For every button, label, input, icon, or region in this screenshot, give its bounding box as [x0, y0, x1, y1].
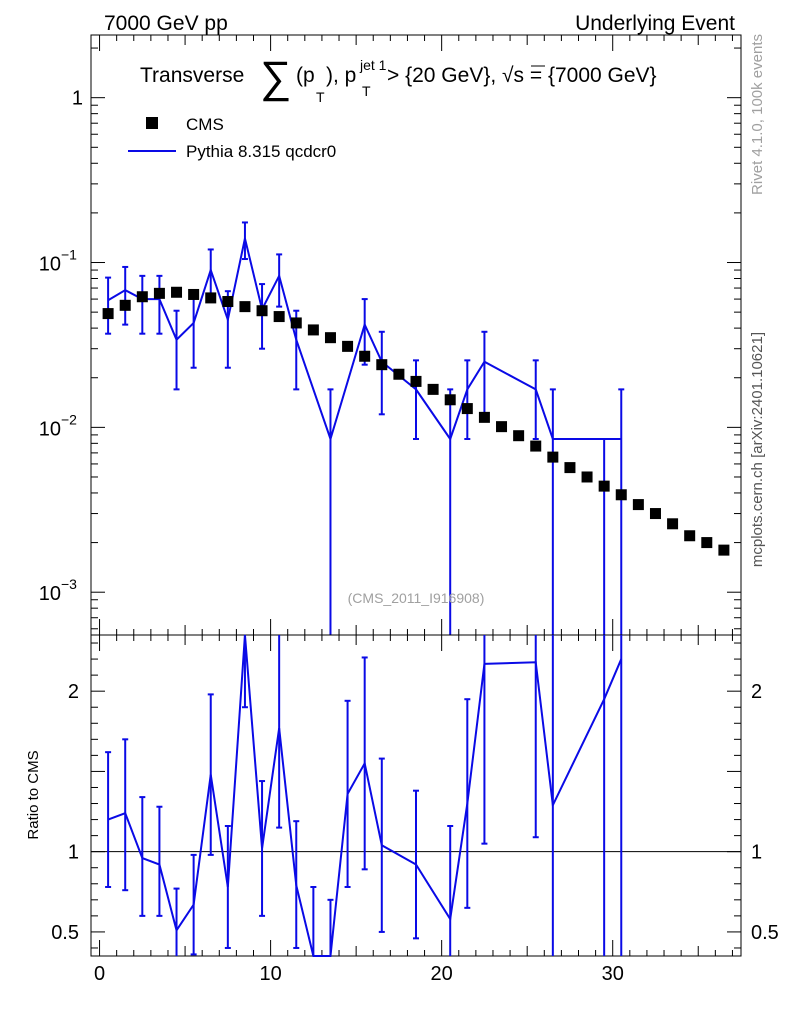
plot-title: Transverse [140, 64, 244, 87]
title-pre: Transverse [140, 64, 244, 87]
main-y-tick-label: 10 [39, 583, 61, 605]
cms-data-point [307, 324, 319, 336]
cms-data-point [564, 462, 576, 474]
cms-data-point [632, 499, 644, 511]
title-rest: > {20 GeV}, √s = {7000 GeV} [387, 64, 657, 87]
cms-data-point [136, 291, 148, 303]
title-paren-open: (p [296, 64, 315, 87]
cms-data-point [205, 292, 217, 304]
header-right: Underlying Event [575, 12, 735, 35]
x-tick-label: 30 [602, 963, 624, 985]
cms-data-point [496, 421, 508, 433]
ratio-y-tick-label-right: 1 [751, 842, 762, 864]
cms-data-point [102, 308, 114, 320]
cms-data-point [718, 544, 730, 556]
cms-data-point [684, 530, 696, 542]
cms-data-point [239, 301, 251, 313]
ratio-y-tick-label-left: 1 [68, 842, 79, 864]
cms-data-point [598, 480, 610, 492]
cms-data-point [649, 508, 661, 520]
cms-data-point [290, 317, 302, 329]
title-sub-T2: T [362, 83, 371, 99]
main-axis-ticks [91, 35, 741, 635]
cms-data-point [615, 489, 627, 501]
main-y-tick-exponent: −1 [61, 247, 77, 263]
cms-data-point [171, 286, 183, 298]
cms-data-point [119, 299, 131, 311]
ratio-y-tick-label-right: 2 [751, 681, 762, 703]
header-left: 7000 GeV pp [104, 12, 228, 35]
cms-data-point [273, 311, 285, 323]
cms-data-point [461, 403, 473, 415]
x-tick-label: 0 [94, 963, 105, 985]
ratio-y-label: Ratio to CMS [25, 750, 42, 839]
title-sup-jet: jet 1 [359, 57, 387, 73]
cms-data-point [513, 430, 525, 442]
cms-data-point [547, 451, 559, 463]
legend-data-marker [146, 117, 158, 129]
site-label: mcplots.cern.ch [arXiv:2401.10621] [749, 332, 766, 567]
x-tick-labels: 0 10 20 30 [94, 963, 624, 985]
cms-data-point [444, 394, 456, 406]
cms-data-point [188, 288, 200, 300]
ratio-y-tick-labels: 0.5 0.5 1 1 2 2 [51, 681, 779, 944]
title-paren-close: ), p [326, 64, 356, 87]
cms-data-point [376, 359, 388, 371]
cms-data-point [256, 305, 268, 317]
title-sum-symbol: ∑ [260, 53, 291, 102]
cms-data-point [581, 471, 593, 483]
x-tick-label: 10 [259, 963, 281, 985]
main-y-tick-label: 1 [72, 88, 83, 110]
cms-data-point [667, 518, 679, 530]
main-y-tick-exponent: −2 [61, 411, 77, 427]
cms-data-point [222, 296, 234, 308]
cms-data-point [478, 411, 490, 423]
cms-data-point [342, 340, 354, 352]
title-sub-T: T [316, 89, 325, 105]
cms-data-point [410, 375, 422, 387]
mc-series-main [105, 221, 625, 635]
cms-data-point [530, 440, 542, 452]
x-tick-label: 20 [431, 963, 453, 985]
ratio-y-tick-label-right: 0.5 [751, 922, 779, 944]
cms-data-point [153, 287, 165, 299]
cms-data-point [427, 383, 439, 395]
ratio-axis-ticks [91, 635, 741, 956]
cms-data-point [701, 537, 713, 549]
cms-data-point [393, 368, 405, 380]
analysis-id: (CMS_2011_I916908) [348, 590, 485, 606]
main-y-tick-label: 10 [39, 418, 61, 440]
legend-mc-label: Pythia 8.315 qcdcr0 [186, 142, 336, 161]
main-y-tick-labels: 110−110−210−3 [39, 88, 83, 606]
data-series-main [102, 286, 730, 556]
rivet-label: Rivet 4.1.0, 100k events [749, 34, 766, 195]
cms-data-point [359, 350, 371, 362]
main-y-tick-label: 10 [39, 254, 61, 276]
cms-data-point [324, 332, 336, 344]
main-y-tick-exponent: −3 [61, 576, 77, 592]
legend-data-label: CMS [186, 115, 224, 134]
ratio-panel: 0.5 0.5 1 1 2 2 Ratio to CMS [25, 634, 779, 957]
ratio-y-tick-label-left: 2 [68, 681, 79, 703]
mc-line [107, 238, 622, 443]
mc-series-ratio [105, 634, 623, 957]
main-panel: 110−110−210−3 Transverse ∑ (p T ), p jet… [39, 34, 742, 636]
ratio-frame [90, 634, 742, 957]
ratio-y-tick-label-left: 0.5 [51, 922, 79, 944]
